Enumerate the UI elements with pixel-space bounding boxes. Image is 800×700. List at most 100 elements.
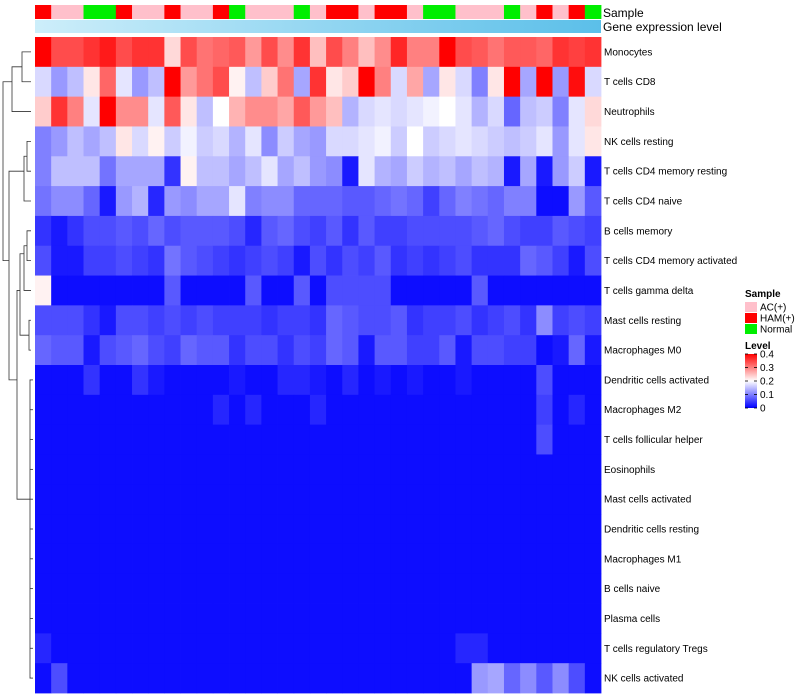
heatmap-cell	[374, 514, 392, 545]
heatmap-cell	[358, 335, 375, 366]
sample-annotation-cell	[309, 5, 327, 19]
heatmap-cell	[406, 424, 424, 455]
heatmap-cell	[374, 186, 392, 217]
sample-annotation-cell	[67, 5, 84, 19]
heatmap-cell	[326, 424, 343, 455]
heatmap-cell	[326, 215, 343, 247]
heatmap-cell	[35, 215, 52, 247]
heatmap-cell	[148, 394, 165, 426]
heatmap-cell	[471, 394, 489, 426]
heatmap-cell	[83, 245, 101, 276]
heatmap-cell	[164, 484, 181, 515]
heatmap-cell	[212, 335, 230, 366]
heatmap-cell	[115, 573, 133, 604]
heatmap-cell	[471, 275, 489, 306]
sample-legend-label: AC(+)	[760, 303, 786, 314]
heatmap-cell	[83, 96, 101, 127]
heatmap-cell	[374, 454, 392, 485]
heatmap-cell	[536, 305, 553, 336]
heatmap-cell	[196, 514, 214, 545]
heatmap-cell	[520, 275, 537, 306]
heatmap-cell	[35, 156, 52, 187]
heatmap-cell	[503, 484, 521, 515]
heatmap-cell	[277, 186, 295, 217]
heatmap-cell	[374, 663, 392, 694]
heatmap-cell	[568, 335, 586, 366]
row-label: Monocytes	[604, 47, 652, 58]
heatmap-cell	[148, 484, 165, 515]
heatmap-cell	[164, 96, 181, 127]
heatmap-cell	[35, 394, 52, 426]
heatmap-cell	[51, 514, 68, 545]
heatmap-cell	[406, 245, 424, 276]
heatmap-cell	[132, 484, 149, 515]
heatmap-cell	[552, 275, 570, 306]
heatmap-cell	[164, 454, 181, 485]
heatmap-cell	[520, 633, 537, 664]
row-label: Mast cells activated	[604, 495, 691, 506]
heatmap-cell	[584, 573, 602, 604]
heatmap-cell	[342, 394, 359, 426]
heatmap-cell	[455, 215, 473, 247]
heatmap-cell	[520, 573, 537, 604]
heatmap-cell	[164, 305, 181, 336]
heatmap-cell	[212, 215, 230, 247]
heatmap-cell	[455, 156, 473, 187]
heatmap-cell	[277, 335, 295, 366]
gene-expression-annotation-cell	[35, 20, 601, 33]
heatmap-cell	[358, 603, 375, 634]
heatmap-cell	[342, 514, 359, 545]
heatmap-cell	[536, 454, 553, 485]
heatmap-cell	[358, 573, 375, 604]
heatmap-cell	[552, 156, 570, 187]
heatmap-cell	[148, 335, 165, 366]
heatmap-cell	[148, 186, 165, 217]
heatmap-cell	[229, 365, 246, 396]
heatmap-cell	[423, 66, 440, 98]
heatmap-cell	[51, 245, 68, 276]
heatmap-cell	[455, 365, 473, 396]
heatmap-cell	[261, 305, 278, 336]
heatmap-cell	[245, 66, 262, 98]
heatmap-cell	[487, 514, 505, 545]
heatmap-cell	[83, 573, 101, 604]
heatmap-cell	[115, 96, 133, 127]
heatmap-cell	[35, 543, 52, 575]
heatmap-cell	[132, 275, 149, 306]
heatmap-cell	[180, 275, 198, 306]
heatmap-cell	[196, 66, 214, 98]
heatmap-cell	[439, 275, 456, 306]
heatmap-cell	[35, 126, 52, 157]
sample-legend-swatch	[745, 302, 757, 312]
heatmap-cell	[245, 514, 262, 545]
heatmap-cell	[487, 663, 505, 694]
heatmap-cell	[229, 305, 246, 336]
heatmap-cell	[261, 96, 278, 127]
heatmap-cell	[229, 543, 246, 575]
heatmap-cell	[309, 514, 327, 545]
heatmap-cell	[245, 335, 262, 366]
sample-annotation-cell	[115, 5, 133, 19]
heatmap-cell	[326, 305, 343, 336]
heatmap-cell	[51, 215, 68, 247]
sample-annotation-cell	[374, 5, 392, 19]
heatmap-cell	[584, 186, 602, 217]
heatmap-cell	[35, 305, 52, 336]
heatmap-cell	[568, 365, 586, 396]
sample-annotation-cell	[99, 5, 117, 19]
heatmap-cell	[503, 424, 521, 455]
heatmap-cell	[148, 305, 165, 336]
heatmap-cell	[51, 633, 68, 664]
heatmap-cell	[293, 37, 311, 68]
heatmap-cell	[99, 394, 117, 426]
heatmap-cell	[568, 66, 586, 98]
heatmap-cell	[439, 573, 456, 604]
heatmap-cell	[180, 66, 198, 98]
sample-annotation-cell	[35, 5, 52, 19]
heatmap-cell	[115, 37, 133, 68]
heatmap-cell	[520, 663, 537, 694]
heatmap-cell	[277, 394, 295, 426]
row-label: Eosinophils	[604, 465, 655, 476]
heatmap-cell	[164, 365, 181, 396]
heatmap-cell	[132, 37, 149, 68]
